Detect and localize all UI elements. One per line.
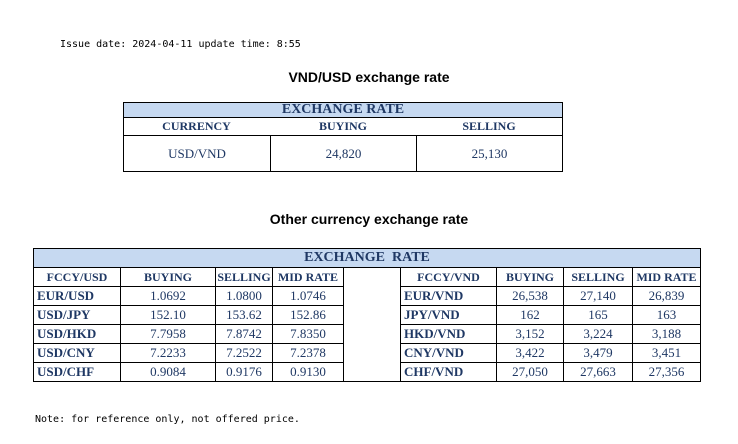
table-cell: EUR/VND: [400, 286, 497, 306]
table-cell: 3,188: [632, 324, 701, 344]
table-cell: 7.2378: [272, 343, 344, 363]
table-cell: 3,451: [632, 343, 701, 363]
table-cell: 7.8350: [272, 324, 344, 344]
table-cell: 27,140: [563, 286, 633, 306]
table-cell: 0.9176: [215, 362, 273, 382]
table-cell: HKD/VND: [400, 324, 497, 344]
table-cell: 153.62: [215, 305, 273, 325]
column-header: MID RATE: [632, 267, 701, 287]
table-cell: 163: [632, 305, 701, 325]
table-cell: 25,130: [416, 135, 563, 172]
footer-note: Note: for reference only, not offered pr…: [35, 414, 300, 425]
table-cell: 152.10: [120, 305, 216, 325]
table-cell: EUR/USD: [33, 286, 121, 306]
table-cell: 26,839: [632, 286, 701, 306]
table-cell: USD/CNY: [33, 343, 121, 363]
table-caption: EXCHANGE RATE: [123, 102, 563, 118]
issue-date: Issue date: 2024-04-11 update time: 8:55: [60, 39, 301, 50]
table-cell: 7.7958: [120, 324, 216, 344]
table-cell: 1.0746: [272, 286, 344, 306]
table-cell: 0.9130: [272, 362, 344, 382]
table-cell: 27,356: [632, 362, 701, 382]
table-cell: 27,050: [496, 362, 564, 382]
table-cell: 162: [496, 305, 564, 325]
table-cell: JPY/VND: [400, 305, 497, 325]
table-cell: 24,820: [270, 135, 417, 172]
column-header: CURRENCY: [162, 119, 231, 133]
table-cell: 152.86: [272, 305, 344, 325]
table-cell: USD/VND: [123, 135, 271, 172]
table-cell: 0.9084: [120, 362, 216, 382]
table-cell: 1.0692: [120, 286, 216, 306]
column-header: SELLING: [462, 119, 516, 133]
column-header: MID RATE: [272, 267, 344, 287]
table-cell: 3,152: [496, 324, 564, 344]
table-cell: CNY/VND: [400, 343, 497, 363]
table-cell: 3,479: [563, 343, 633, 363]
table-cell: 7.2233: [120, 343, 216, 363]
spacer-column: [343, 267, 401, 382]
other-table-title: Other currency exchange rate: [269, 211, 469, 227]
table-cell: 26,538: [496, 286, 564, 306]
column-header: SELLING: [215, 267, 273, 287]
table-cell: 27,663: [563, 362, 633, 382]
table-cell: 165: [563, 305, 633, 325]
table-cell: 1.0800: [215, 286, 273, 306]
column-header: SELLING: [563, 267, 633, 287]
table-caption: EXCHANGE RATE: [33, 248, 701, 268]
column-header: FCCY/USD: [33, 267, 121, 287]
usd-table-title: VND/USD exchange rate: [288, 69, 450, 85]
table-cell: USD/HKD: [33, 324, 121, 344]
table-cell: 3,224: [563, 324, 633, 344]
table-cell: USD/JPY: [33, 305, 121, 325]
table-cell: 7.8742: [215, 324, 273, 344]
table-cell: 3,422: [496, 343, 564, 363]
table-cell: CHF/VND: [400, 362, 497, 382]
table-cell: 7.2522: [215, 343, 273, 363]
column-header: BUYING: [120, 267, 216, 287]
column-header: FCCY/VND: [400, 267, 497, 287]
column-header: BUYING: [496, 267, 564, 287]
table-cell: USD/CHF: [33, 362, 121, 382]
column-header: BUYING: [318, 119, 367, 133]
